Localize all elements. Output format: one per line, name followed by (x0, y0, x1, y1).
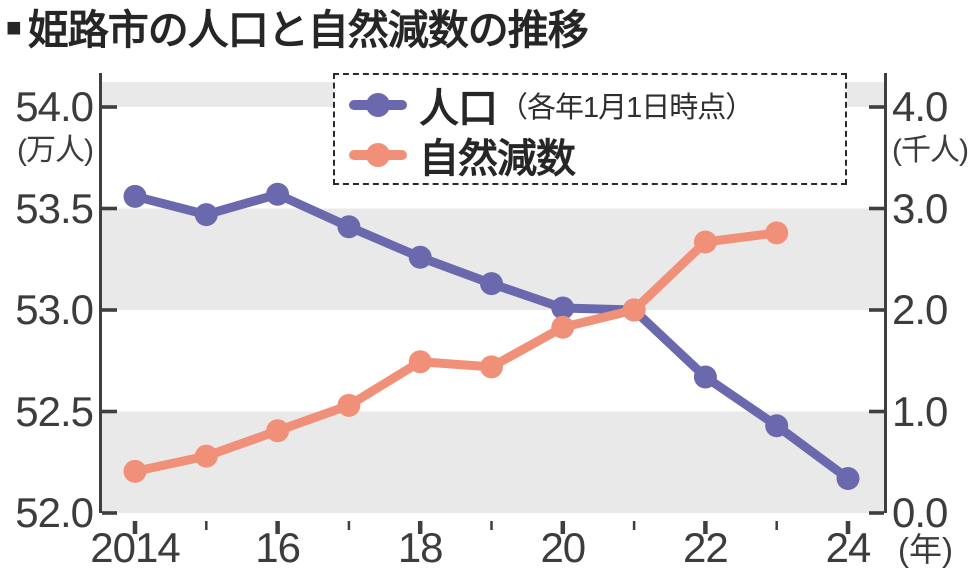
y-axis-left-tick (102, 105, 117, 109)
background-band (102, 411, 884, 513)
y-axis-left-tick-label: 53.5 (15, 184, 94, 232)
x-axis-tick-label: 20 (540, 524, 586, 571)
y-axis-right-tick (869, 409, 884, 414)
y-axis-right-tick-label: 3.0 (892, 184, 948, 232)
x-axis-tick (490, 521, 493, 530)
x-axis-tick (132, 521, 138, 534)
x-axis-tick (205, 521, 208, 530)
population-data-point (123, 184, 147, 208)
y-axis-right-tick (869, 511, 884, 515)
legend-row-population: 人口 （各年1月1日時点） (349, 80, 845, 131)
x-axis-tick (632, 521, 636, 530)
natural-decrease-legend-label: 自然減数 (419, 137, 576, 181)
natural-decrease-data-point (123, 459, 147, 483)
y-axis-left-tick-label: 54.0 (15, 83, 94, 130)
population-series-marker-icon (349, 93, 407, 117)
x-axis-tick (703, 521, 708, 534)
population-data-point (266, 182, 290, 206)
y-axis-left-tick-label: 52.5 (15, 387, 94, 435)
y-axis-left-tick (102, 409, 117, 414)
natural-decrease-marker-dot-icon (366, 143, 390, 167)
natural-decrease-data-point (408, 350, 432, 374)
x-axis-tick (347, 521, 351, 530)
x-axis-tick (417, 521, 423, 534)
y-axis-right-tick-label: 1.0 (892, 387, 948, 435)
y-axis-left-tick-label: 52.0 (15, 489, 94, 536)
natural-decrease-data-point (266, 419, 290, 443)
population-data-point (765, 414, 789, 438)
population-legend-note: （各年1月1日時点） (499, 92, 754, 124)
y-axis-right-tick-label: 2.0 (892, 286, 948, 333)
x-axis-unit-label: (年) (898, 531, 953, 568)
y-axis-left-tick (102, 308, 117, 312)
y-axis-left-line (99, 73, 102, 513)
population-data-point (194, 203, 218, 227)
x-axis-tick-label: 2014 (90, 524, 180, 571)
natural-decrease-line (130, 228, 782, 476)
natural-decrease-data-point (194, 444, 218, 468)
y-axis-left-tick (102, 206, 117, 211)
population-data-point (551, 296, 575, 320)
y-axis-left-tick (102, 511, 117, 515)
natural-decrease-data-point (551, 315, 575, 339)
natural-decrease-data-point (337, 393, 361, 417)
y-axis-left-tick-label: 53.0 (15, 286, 94, 333)
page-title-text: 姫路市の人口と自然減数の推移 (27, 7, 589, 53)
population-legend-label: 人口 (419, 87, 498, 131)
natural-decrease-series-marker-icon (349, 143, 407, 167)
natural-decrease-data-point (480, 355, 503, 379)
x-axis-tick-label: 24 (825, 524, 872, 571)
population-data-point (408, 245, 432, 269)
x-axis-tick-label: 16 (255, 524, 301, 571)
population-data-point (337, 215, 361, 239)
y-axis-left-unit-label: (万人) (17, 134, 94, 167)
population-marker-dot-icon (366, 93, 390, 117)
natural-decrease-data-point (693, 230, 717, 254)
title-bullet-icon: ■ (6, 11, 22, 42)
natural-decrease-data-point (765, 221, 789, 245)
x-axis-tick-label: 22 (683, 524, 729, 571)
x-axis-tick (845, 521, 851, 534)
population-data-point (480, 272, 503, 296)
x-axis-tick (275, 521, 280, 534)
y-axis-right-tick-label: 0.0 (892, 489, 948, 536)
x-axis-tick (560, 521, 566, 534)
population-data-point (693, 365, 717, 389)
y-axis-right-tick-label: 4.0 (892, 83, 948, 130)
x-axis-tick-label: 18 (397, 524, 444, 571)
population-data-point (836, 466, 860, 490)
x-axis-tick (775, 521, 778, 530)
page-title: ■ 姫路市の人口と自然減数の推移 (6, 0, 589, 53)
y-axis-right-line (884, 73, 887, 513)
natural-decrease-data-point (622, 298, 646, 322)
y-axis-right-tick (869, 105, 884, 109)
y-axis-right-unit-label: (千人) (892, 134, 969, 167)
legend-row-natural-decrease: 自然減数 (349, 130, 845, 181)
y-axis-right-tick (869, 308, 884, 312)
y-axis-right-tick (869, 206, 884, 211)
legend-box: 人口 （各年1月1日時点） 自然減数 (333, 73, 847, 185)
